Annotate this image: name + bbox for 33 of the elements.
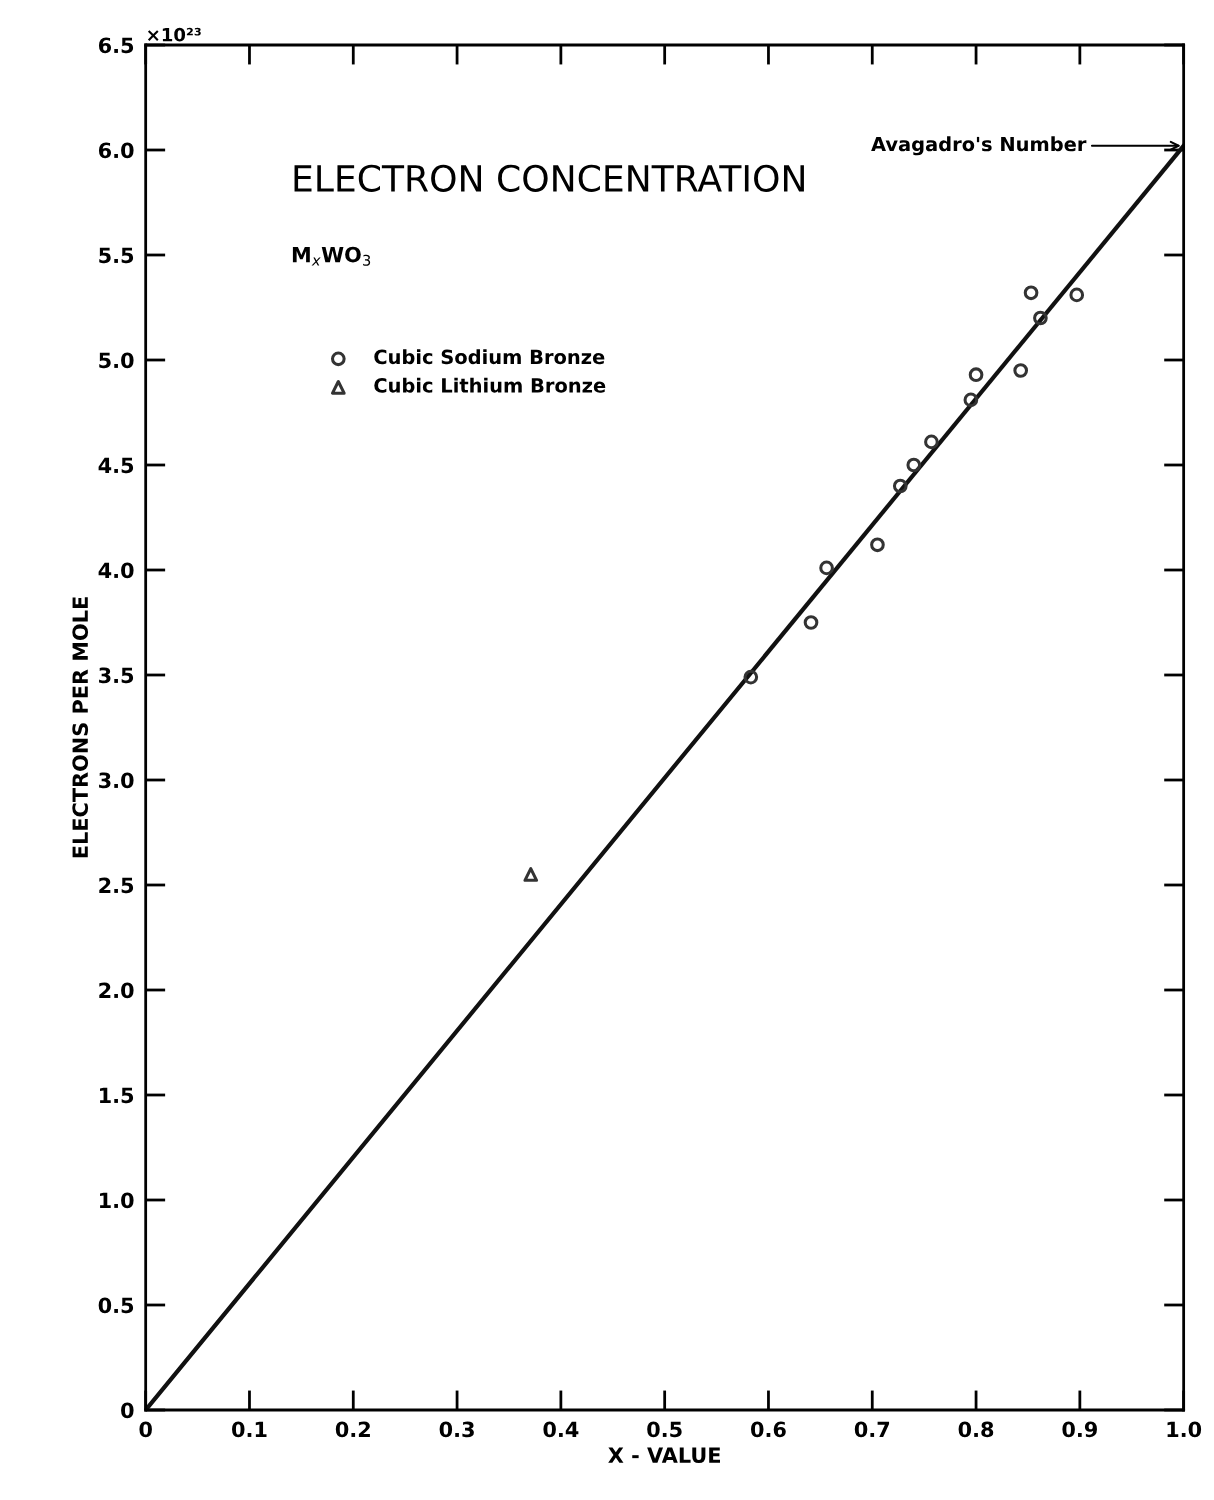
y-tick-label: 2.5: [99, 877, 134, 894]
x-tick-label: 0.9: [1062, 1421, 1097, 1438]
y-tick-label: 0.5: [98, 1297, 134, 1314]
y-tick-label: 5.0: [99, 352, 134, 369]
x-tick-label: 0.1: [232, 1421, 267, 1438]
x-tick-label: 0: [139, 1421, 152, 1438]
x-tick-label: 0.3: [439, 1421, 474, 1438]
y-tick-label: 1.0: [100, 1192, 134, 1209]
x-tick-label: 1.0: [1167, 1421, 1202, 1438]
y-tick-label: 6.5: [98, 37, 134, 54]
x-axis-title: X - VALUE: [608, 1447, 720, 1463]
x-tick-label: 0.5: [647, 1421, 682, 1438]
x-tick-label: 0.2: [335, 1421, 370, 1438]
y-axis-title: ELECTRONS PER MOLE: [72, 597, 89, 858]
y-tick-label: 4.5: [98, 457, 134, 474]
text: ×10²³: [147, 27, 201, 42]
x-tick-label: 0.4: [543, 1421, 579, 1438]
legend-label: Cubic Lithium Bronze: [374, 377, 606, 393]
y-tick-label: 1.5: [100, 1087, 134, 1104]
text: M$_{x}$WO$_{3}$: [292, 246, 371, 266]
y-tick-label: 5.5: [99, 247, 134, 264]
text: ELECTRON CONCENTRATION: [294, 164, 804, 192]
annotation: Avagadro's Number: [871, 136, 1087, 156]
y-tick-label: 6.0: [98, 142, 134, 159]
legend-label: Cubic Sodium Bronze: [374, 349, 605, 365]
x-tick-label: 0.8: [958, 1421, 994, 1438]
y-tick-label: 3.0: [99, 772, 134, 789]
y-tick-label: 0: [121, 1402, 134, 1419]
y-tick-label: 4.0: [98, 562, 134, 579]
x-tick-label: 0.6: [751, 1421, 786, 1438]
y-tick-label: 2.0: [99, 982, 134, 999]
x-tick-label: 0.7: [854, 1421, 890, 1438]
y-tick-label: 3.5: [99, 667, 134, 684]
